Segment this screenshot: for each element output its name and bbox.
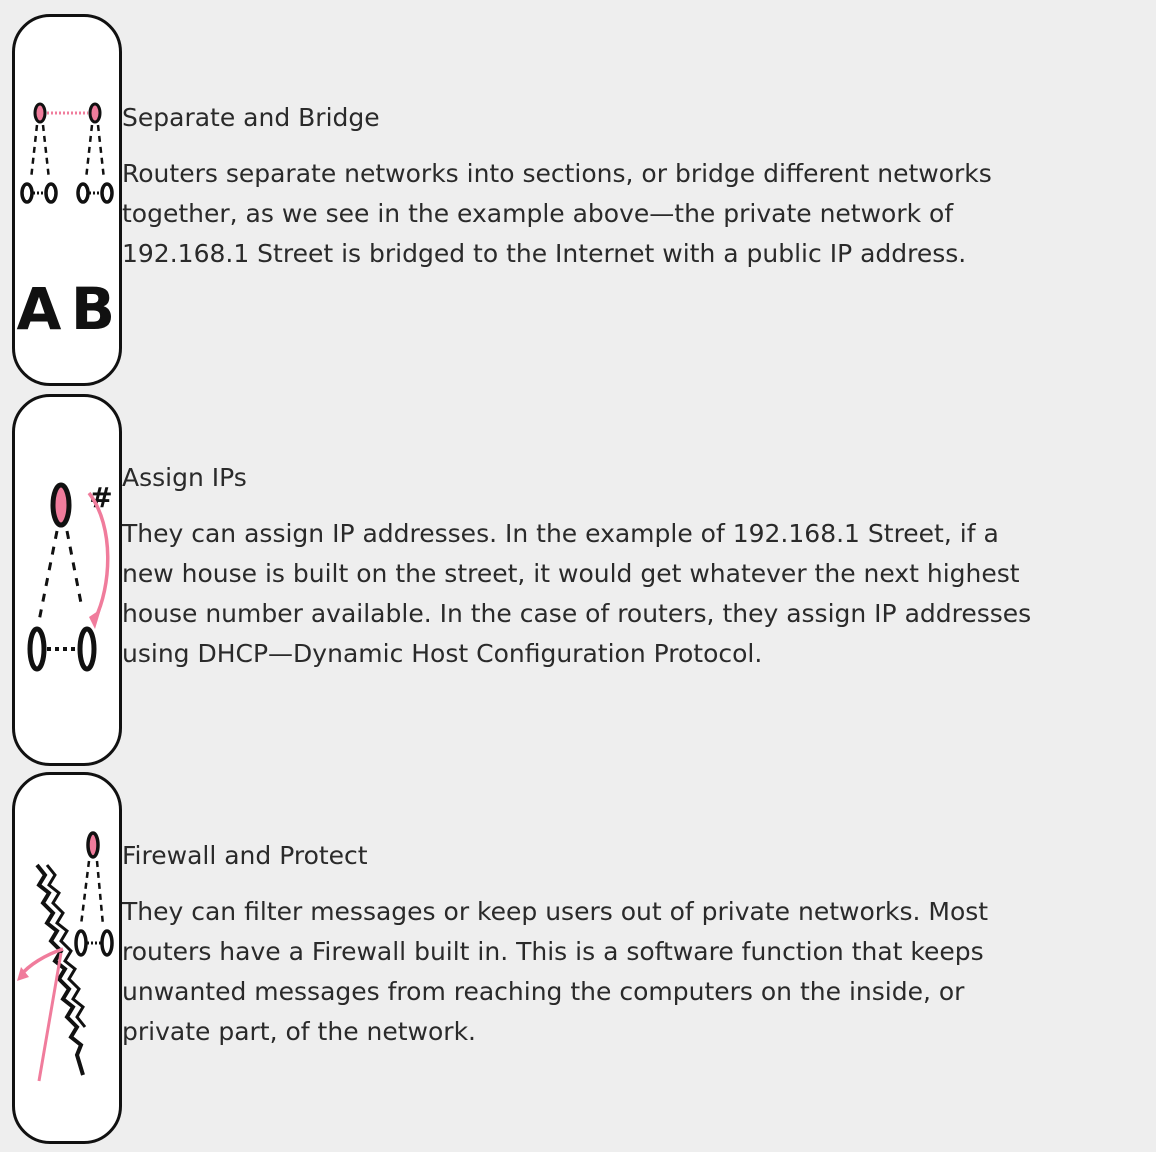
feature-body: They can filter messages or keep users o… xyxy=(122,897,989,1046)
separate-bridge-icon: A B xyxy=(12,14,122,386)
feature-body: Routers separate networks into sections,… xyxy=(122,159,992,268)
feature-body: They can assign IP addresses. In the exa… xyxy=(122,519,1032,668)
assign-ips-icon: # xyxy=(12,394,122,766)
letter-b: B xyxy=(71,275,115,343)
feature-title: Separate and Bridge xyxy=(122,103,380,132)
feature-assign-ips: # Assign IPs They can assign IP addresse… xyxy=(0,394,1156,774)
letter-a: A xyxy=(17,275,62,343)
feature-firewall-protect: Firewall and Protect They can filter mes… xyxy=(0,772,1156,1152)
feature-separate-bridge: A B Separate and Bridge Routers separate… xyxy=(0,14,1156,394)
firewall-protect-icon xyxy=(12,772,122,1144)
feature-title: Assign IPs xyxy=(122,463,247,492)
feature-title: Firewall and Protect xyxy=(122,841,368,870)
